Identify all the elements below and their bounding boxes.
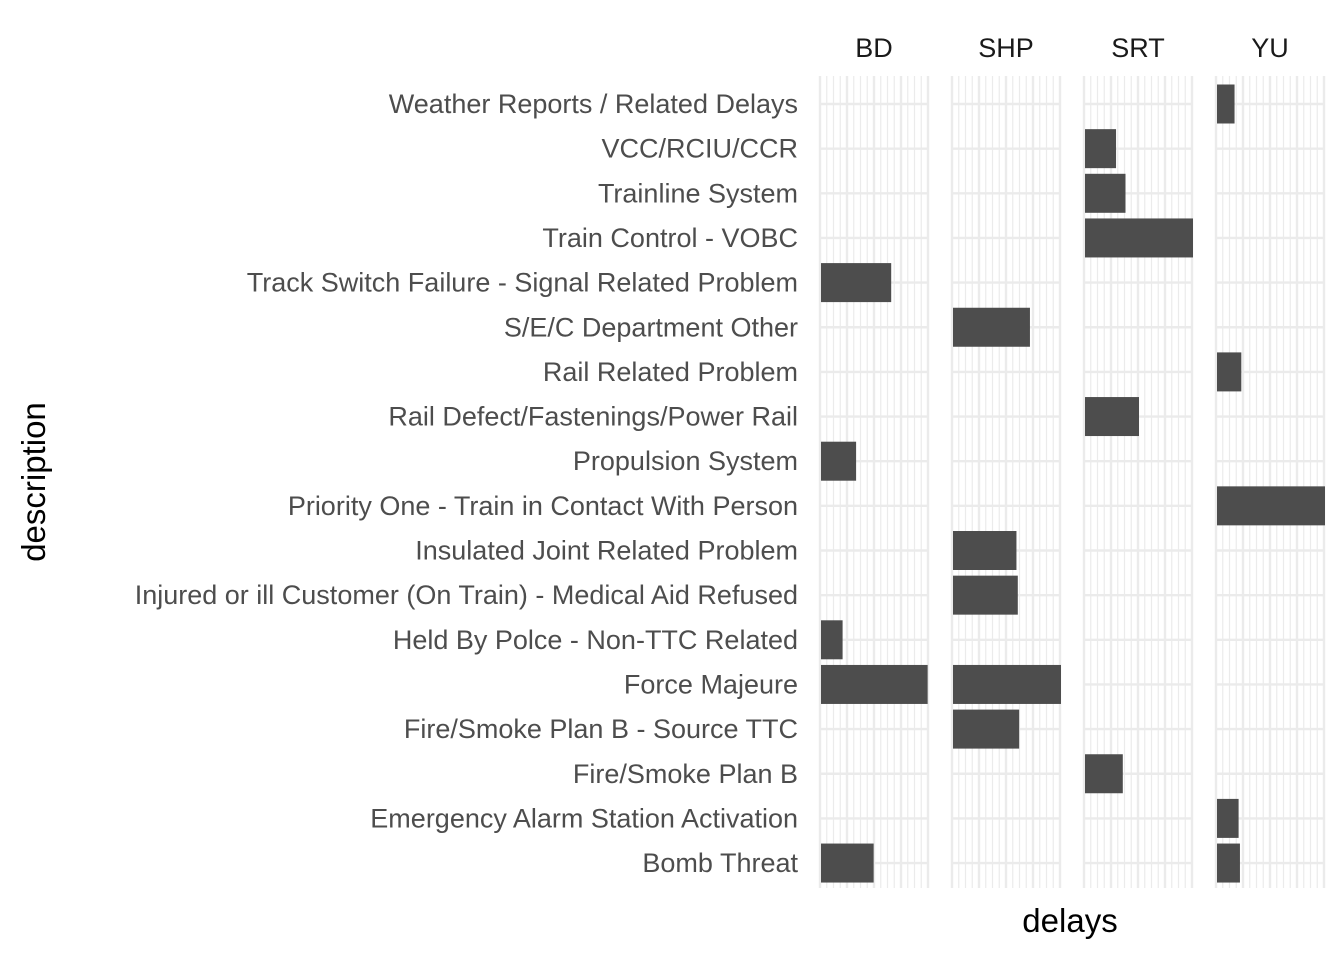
category-label: Force Majeure: [624, 669, 798, 699]
category-label: Emergency Alarm Station Activation: [370, 803, 798, 833]
category-label: S/E/C Department Other: [504, 312, 798, 342]
bar: [821, 263, 892, 303]
bar: [1085, 397, 1139, 437]
panel-shp: SHP: [950, 33, 1062, 888]
bar: [953, 531, 1017, 570]
y-axis-title: description: [15, 402, 52, 562]
bar: [1217, 798, 1239, 838]
bar: [821, 441, 857, 481]
bar: [953, 575, 1018, 615]
panels-layer: BD SHP SRT YU: [818, 33, 1326, 888]
bar: [1085, 754, 1123, 794]
category-label: Track Switch Failure - Signal Related Pr…: [247, 268, 798, 298]
category-label: Priority One - Train in Contact With Per…: [288, 491, 798, 521]
bar: [821, 664, 928, 704]
bar: [1217, 486, 1325, 526]
category-label: Fire/Smoke Plan B - Source TTC: [404, 714, 798, 744]
bar: [953, 307, 1030, 347]
facet-strip-label: SHP: [978, 33, 1034, 63]
facet-strip-label: SRT: [1111, 33, 1165, 63]
bar: [953, 664, 1061, 704]
category-labels: Weather Reports / Related Delays VCC/RCIU…: [135, 89, 799, 878]
bar: [1217, 84, 1235, 124]
bar: [953, 709, 1020, 749]
facet-strip-label: YU: [1251, 33, 1289, 63]
bar: [1085, 129, 1117, 169]
category-label: VCC/RCIU/CCR: [601, 134, 798, 164]
panel-yu: YU: [1214, 33, 1326, 888]
category-label: Insulated Joint Related Problem: [415, 536, 798, 566]
category-label: Held By Polce - Non-TTC Related: [393, 625, 798, 655]
category-label: Propulsion System: [573, 446, 798, 476]
x-axis-title: delays: [1022, 902, 1117, 939]
bar: [821, 620, 843, 660]
bar: [1217, 352, 1242, 392]
bar: [1085, 173, 1126, 213]
category-label: Rail Related Problem: [543, 357, 798, 387]
bar: [821, 843, 874, 883]
category-label: Fire/Smoke Plan B: [573, 759, 798, 789]
category-label: Injured or ill Customer (On Train) - Med…: [135, 580, 798, 610]
category-label: Bomb Threat: [642, 848, 798, 878]
category-label: Trainline System: [598, 178, 798, 208]
panel-bd: BD: [818, 33, 930, 888]
category-label: Train Control - VOBC: [542, 223, 798, 253]
bar: [1085, 218, 1193, 258]
bar: [1217, 843, 1240, 883]
category-label: Rail Defect/Fastenings/Power Rail: [388, 402, 798, 432]
panel-srt: SRT: [1082, 33, 1194, 888]
category-label: Weather Reports / Related Delays: [389, 89, 798, 119]
facet-strip-label: BD: [855, 33, 893, 63]
